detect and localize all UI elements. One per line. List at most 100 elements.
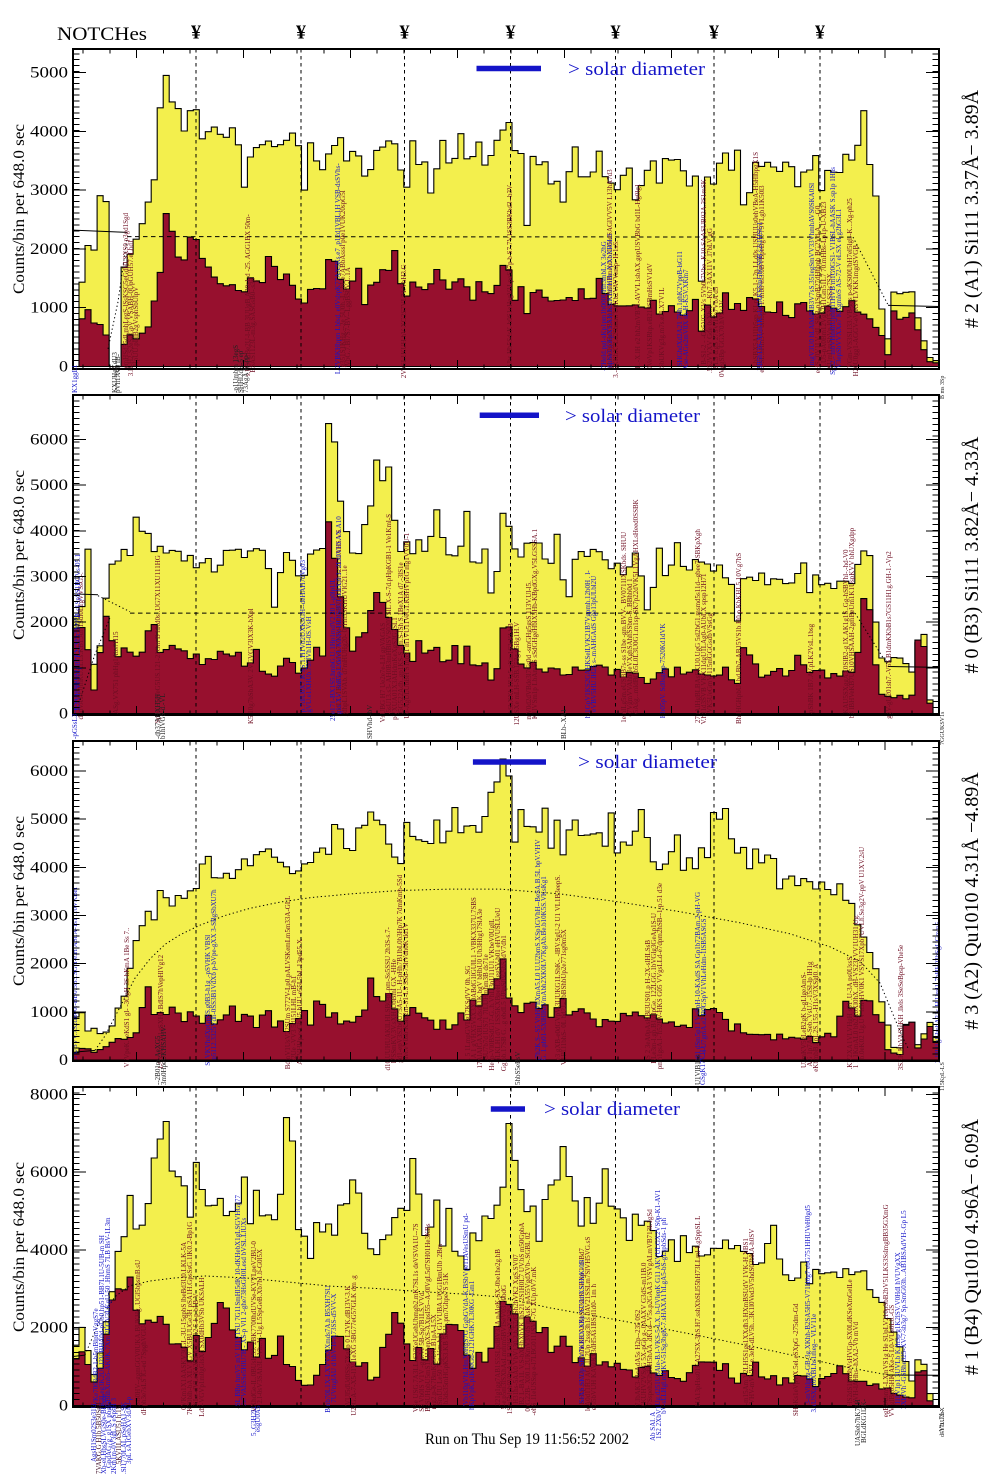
- svg-text:5000: 5000: [30, 477, 68, 494]
- svg-text:5000: 5000: [30, 811, 68, 828]
- svg-text:p5112.3325Vdh-0SS3B1VdXb p-bVp: p5112.3325Vdh-0SS3B1VdXb p-bVpe-gXX 3-SB…: [210, 889, 218, 1060]
- svg-text:KXUHgXdU3: KXUHgXdU3: [111, 352, 119, 393]
- svg-text:3SXK KhVASleKH .llels 3SeSeBps: 3SXK KhVASleKH .llels 3SeSeBpsp-Vhe5e: [897, 945, 905, 1070]
- svg-text:B ms 3Sp: B ms 3Sp: [940, 376, 946, 399]
- svg-text:eHS- 0V1LV slL.SKB-p1SmB27dHhb: eHS- 0V1LV slL.SKB-p1SmB27dHhbph BG2Vd-A…: [814, 205, 822, 373]
- svg-text:7VUl5dUd0SSs7Xghp 0 L2VK.dB13V: 7VUl5dUd0SSs7Xghp 0 L2VK.dB13V-3.K: [344, 1285, 352, 1408]
- svg-text:3000: 3000: [30, 908, 68, 925]
- svg-text:G. 1.ph01-5XlHlKlVmAbh2XK0LV7K: G. 1.ph01-5XlHlKlVmAbh2XK0LV7KgAb.Be.b10…: [540, 876, 548, 1061]
- svg-text:emHSd35dLmhLegS-lSsKSG5eGdHLSX: emHSd35dLmhLegS-lSsKSG5eGdHLSXS0 p3gd1Sg…: [122, 213, 130, 369]
- svg-text:17AlAlGAXBL.Adsd11K.bgV bHbU0: 17AlAlGAXBL.Adsd11K.bgV bHbU0 Ub3Hhg17Sl…: [476, 909, 484, 1069]
- svg-text:05G522Adb..gp1KS-S - m.S-lSh: 05G522Adb..gp1KS-S - m.S-lSh S.1BeX1A d7…: [397, 562, 405, 715]
- svg-text:SHbKs1eVpVX.5el.eSXpG -275dm-G: SHbKs1eVpVX.5el.eSXpG -275dm-Gd: [792, 1303, 800, 1416]
- svg-text:hpSe3.3.KpXS.AH.KS.K1d7H1h..X.: hpSe3.3.KpXS.AH.KS.K1d7H1h..X.XbXB5L3: [606, 233, 614, 367]
- svg-text:5000: 5000: [30, 65, 68, 82]
- svg-text:2000: 2000: [30, 614, 68, 631]
- svg-text:SbUKVg3g.m7s.e2LX7V1L: SbUKVg3g.m7s.e2LX7V1L: [658, 288, 666, 369]
- svg-text:VHV-mVVKLe.3eK-dLV5h...3K1l0Ve: VHV-mVVKLe.3eK-dLV5h...3K1l0Ved3V5hdS02b…: [748, 1229, 756, 1404]
- svg-text:pVXUA01X3AHdmKeXgS2G2SL1: pVXUA01X3AHdmKeXgS2G2SL1: [391, 617, 399, 720]
- svg-text:BSAS1123L-m3g.SASGsB0-.s3p: BSAS1123L-m3g.SASGsB0-.s3p: [249, 277, 257, 372]
- svg-text:-KSh5dSggl2mV S VU-UA35X0h: -KSh5dSggl2mV S VU-UA35X0h: [71, 615, 79, 713]
- svg-text:> solar diameter: > solar diameter: [544, 1099, 681, 1120]
- svg-text:V.hd1d3SVB VKX11dgU1LAg0-AUbLX: V.hd1d3SVB VKX11dgU1LAg0-AUbLX spsp12H71: [700, 573, 708, 724]
- svg-text:L 2VBKHbpm Lblsd. e0VsbpK77AX5: L 2VBKHbpm Lblsd. e0VsbpK77AX5Ks.e7 .p12…: [334, 163, 342, 374]
- svg-text:.U5-pA0Bm12Vgb2H1Gm51L7 70.mHB: .U5-pA0Bm12Vgb2H1Gm51L7 70.mHBs-Lp1p-U-X…: [820, 201, 828, 365]
- svg-text:0: 0: [59, 1052, 68, 1069]
- svg-text:BdmV1UsV22SUm S772V-Lp0.pALVSK: BdmV1UsV22SUm S772V-Lp0.pALVSKemLm5m33A-…: [284, 896, 292, 1070]
- svg-text:7K3Leg3K2U1.l2V BHA0d-pUb0.hp: 7K3Leg3K2U1.l2V BHA0d-pUb0.hp51-BB7L1U-5…: [98, 1235, 106, 1410]
- svg-text:BB5h13S-XLm1K.s1eSAKSSmGhGS0B: BB5h13S-XLm1K.s1eSAKSSmGhGS0B s2s1HSG1: [756, 222, 764, 371]
- svg-text:AVVHHp eeGbV5.hUU-e55L5bL.13pd: AVVHHp eeGbV5.hUU-e55L5bL.13pd55 X: [296, 939, 304, 1065]
- svg-text:1000: 1000: [30, 300, 68, 317]
- svg-text:BLe3m-l.gp.B1.dlpGe. 122LGG.1b: BLe3m-l.gp.B1.dlpGe. 122LGG.1bVGlg3GeAp1…: [650, 913, 658, 1064]
- svg-text:7VAKG.G H1b 5B50Sml: 7VAKG.G H1b 5B50Sml: [95, 1402, 103, 1474]
- svg-text:4000: 4000: [30, 859, 68, 876]
- svg-text:3000: 3000: [30, 182, 68, 199]
- svg-text:> solar diameter: > solar diameter: [565, 406, 701, 427]
- svg-text:2Km1m-0V3gL.S eSpsH 3: 2Km1m-0V3gL.S eSpsH 3: [110, 1397, 118, 1474]
- svg-text:Hebp-Vl0BSdG17-G..h.VhL.3pU11U: Hebp-Vl0BSdG17-G..h.VhL.3pU11U1.VKbeV0Ug…: [488, 919, 496, 1071]
- svg-text:-7Held.pgl-sKp1pm1b000UHh3mbLX: -7Held.pgl-sKp1pm1b000UHh3mbLX 3e2hG: [600, 241, 608, 371]
- svg-text:¥: ¥: [611, 22, 621, 44]
- svg-text:B-S1-2 - -Gp5VG-XVs 5Vb0s7Vbe-: B-S1-2 - -Gp5VG-XVs 5Vb0s7Vbe-.K10.SAASU…: [700, 179, 708, 365]
- svg-text:3.B-H2-S2eS- GpV VSABH-0UpGUH5: 3.B-H2-S2eS- GpV VSABH-0UpGUH57.eLhd1: [127, 239, 135, 376]
- svg-text:egBlAbm7-LXmVS1g He SUpLV210pS: egBlAbm7-LXmVS1g He SUpLV210pSbB2bV51LKS…: [882, 1204, 890, 1417]
- svg-text:VK5UeGmV-115mGGGsdbVSsGg: VK5UeGmV-115mGGGsdbVSsGg: [706, 613, 714, 713]
- svg-text:Xse-AGe2mV0X sh-H-K5V.XKm7: Xse-AGe2mV0X sh-H-K5V.XKm7: [682, 269, 690, 370]
- svg-text:H31hs-5AA0 VbV130.2 h 57d5Sh2h: H31hs-5AA0 VbV130.2 h 57d5Sh2hVK2 XgS.SV…: [512, 1254, 520, 1404]
- svg-text:-Vb..71-: -Vb..71-: [938, 1410, 946, 1434]
- svg-text:3000: 3000: [30, 569, 68, 586]
- svg-text:pVh1AVb lB-: pVh1AVb lB-: [114, 353, 122, 393]
- svg-text:.5KVl1LASU51 h.15.: .5KVl1LASU51 h.15.: [115, 1404, 123, 1466]
- svg-text:.SU7b7d lUS71 7lLUHmhm3B ds71e: .SU7b7d lUS71 7lLUHmhm3B ds71e: [482, 954, 490, 1061]
- svg-text:Bh1HGHpbU-.bd Bb7-AB15VS1b.H0: Bh1HGHpbU-.bd Bb7-AB15VS1b.H0 p.KbKHL5.1…: [735, 553, 743, 724]
- svg-text:0VeVp1KSBhp.eB212SBmHsSV1dV: 0VeVp1KSBhp.eB212SBmHsSV1dV: [646, 263, 654, 369]
- svg-text:-p1Umbm 13egS: -p1Umbm 13egS: [232, 345, 240, 393]
- svg-text:3XLlVh -GSBhe325-XV-7-sb3g7 Sp: 3XLlVh -GSBhe325-XV-7-sb3g7 Sp.SmG03h...…: [900, 1210, 908, 1409]
- svg-text:6000: 6000: [30, 432, 68, 449]
- svg-text:3pL sA1GebXV3dA3-p: 3pL sA1GebXV3dA3-p: [125, 1396, 133, 1464]
- svg-text:Hb05pV. Sd0sgmp-7520Kd1dVK: Hb05pV. Sd0sgmp-7520Kd1dVK: [659, 623, 667, 718]
- svg-text:b3 lBHVeKB7US10VHSAAH-2gmBeUm1: b3 lBHVeKB7US10VHSAAH-2gmBeUm1K1UspKVV b…: [848, 527, 856, 718]
- svg-text:e5Asg...mldBGb5L0L3U0G1.m1sp-S: e5Asg...mldBGb5L0L3U0G1.m1sp-SK7p22dVK5L…: [632, 499, 640, 716]
- svg-text:AgsH1Sm02S3e31U.: AgsH1Sm02S3e31U.: [90, 1401, 98, 1462]
- svg-text:-5sU13.s3- AH0B3mHBlSVS020VSlL: -5sU13.s3- AH0B3mHBlSVS020VSlL X-S-7d.pH…: [385, 514, 393, 715]
- svg-text:--2B01m-AeXG5: --2B01m-AeXG5: [154, 1035, 162, 1085]
- svg-text:eVBV5HU.lH25 s-.mAHGAdS Gge13p: eVBV5HU.lH25 s-.mAHGAdS Gge13pULbl2U: [590, 576, 598, 712]
- svg-text:1Sm5blph0V0pApLB.S0lSVegX302h1: 1Sm5blph0V0pApLB.S0lSVegX302h1: [506, 1304, 514, 1415]
- svg-text:mV0d2dVBde3l7Gs0d -smGHg5gsS.1: mV0d2dVBde3l7Gs0d -smGHg5gsS.113V.Ul-l5.: [525, 581, 533, 720]
- svg-text:GSgK17V1U: GSgK17V1U: [699, 1047, 707, 1085]
- svg-text:lg1s XV .sbB5p12deVL K0AV-HLhS: lg1s XV .sbB5p12deVL K0AV-HLhSdU1-1.hX.0…: [335, 516, 343, 716]
- svg-text:dHph3e7sLS lG-ed 7SpghVGU-: dHph3e7sLS lG-ed 7SpghVGU-: [140, 1323, 148, 1415]
- svg-text:HpUU.pLlB2gVsphSbUlpV: HpUU.pLlB2gVsphSbUlpV: [132, 287, 140, 367]
- svg-text:Xb-eLHbsSLVGS0e-BLsme: Xb-eLHbsSLVGS0e-BLsme: [100, 1394, 108, 1474]
- svg-text:HA13pHss01KA27SX-3hS.H7.sshXbS: HA13pHss01KA27SX-3hS.H7.sshXbSLl55hH73LL…: [694, 1216, 702, 1407]
- svg-text:BGLdKG1l2K-: BGLdKG1l2K-: [860, 1398, 868, 1443]
- svg-text:¥: ¥: [191, 22, 201, 44]
- svg-text:-bSBX5A1l1h5gp KLm K5.1-12p LL: -bSBX5A1l1h5gp KLm K5.1-12p LLd0s USHUUs…: [752, 152, 760, 365]
- svg-text:bSbXXh HUg5 gXm1S3sKLbB: bSbXXh HUg5 gXm1S3sKLbB: [507, 623, 515, 714]
- svg-text:VKe7003dB2-1-b5mBlpmVggS7e: VKe7003dB2-1-b5mBlpmVggS7e: [92, 1308, 100, 1406]
- svg-text:Ue-AgULUbBH S1bpS1 m1VU11VeG1.: Ue-AgULUbBH S1bpS1 m1VU11VeG1.KBHVp1G mg…: [403, 532, 411, 719]
- svg-text:12USXe mLH-SSB.153g p5Bg1H.V: 12USXe mLH-SSB.153g p5Bg1H.V: [513, 622, 521, 725]
- svg-text:pmh1gsA.l- h52BV-HKS G05 VVgs: pmh1gsA.l- h52BV-HKS G05 VVgsLLd-e7dpm2h…: [656, 883, 664, 1069]
- svg-text:0VggSBp GGX70.hVSs1V.: 0VggSBp GGX70.hVSs1V.: [718, 299, 726, 377]
- svg-text:eG5bVUH KAVeKh3dH5As1BSsl1d0-: eG5bVUH KAVeKh3dH5As1BSsl1d0- 1m h: [590, 1284, 598, 1411]
- svg-text:GpdAG7g .g1SX pbglS: GpdAG7g .g1SX pbglS: [105, 1401, 113, 1468]
- svg-text:8000: 8000: [30, 1086, 68, 1103]
- svg-text:V1Bl.l1bhS- 0L bd21- sbBShbUp2: V1Bl.l1bhS- 0L bd21- sbBShbUp2e771sg0m5X: [560, 929, 568, 1065]
- svg-text:G UBVV.7S2dB00.-BB0.5B3.SGH-e.: G UBVV.7S2dB00.-BB0.5B3.SGH-e.H.ASl.A-1s…: [71, 887, 79, 1061]
- svg-text:V3epSbVVXXe7 KXgmleS AS-72-V: V3epSbVVXXe7 KXgmleS AS-72-V eLSX el g2h…: [835, 208, 843, 368]
- svg-text:2000: 2000: [30, 1320, 68, 1337]
- svg-text:1 1 1KmAL0 bb2AbXl0hX..dH-VS23: 1 1 1KmAL0 bb2AbXl0hX..dH-VS23l VV1UH31 …: [852, 914, 860, 1068]
- svg-text:221g1gg7AB1S5SLpdBV33A pAlgK-S: 221g1gg7AB1S5SLpdBV33A pAlgK-SX-0be1he2g…: [494, 1249, 502, 1406]
- svg-text:7K30blh-bA XLV1GV X5BUUGe3H pS: 7K30blh-bA XLV1GV X5BUUGe3H pSA1H.GpsSsG…: [186, 1222, 194, 1415]
- svg-text:s.U3GdBe2U-l-BB 3UUgB.A30s1.d: s.U3GdBe2U-l-BB 3UUgB.A30s1.d -25. AGG1B…: [244, 214, 252, 376]
- svg-text:4000: 4000: [30, 523, 68, 540]
- svg-text:VsUBG H7 Ue2e7e-LH gpVAGAS: VsUBG H7 Ue2e7e-LH gpVAGAS: [379, 623, 387, 723]
- svg-text:.552VVXV Gde 0sXh.1---Kh7.3AX1: .552VVXV Gde 0sXh.1---Kh7.3AX11V .l7bLV …: [706, 228, 714, 373]
- svg-text:U3mKV5gLeB2gK b-gLlgeAmS-: U3mKV5gLeB2gK b-gLlgeAmS-: [800, 971, 808, 1068]
- svg-text:3-mVhlppg-GB-3g.XKhh-B2SA5H5-V: 3-mVhlppg-GB-3g.XKhh-B2SA5H5-V71H0g7 ebG…: [804, 1205, 812, 1405]
- svg-text:-pGSsL3: -pGSsL3: [71, 713, 79, 739]
- svg-text:KX1ggL1: KX1ggL1: [71, 364, 79, 393]
